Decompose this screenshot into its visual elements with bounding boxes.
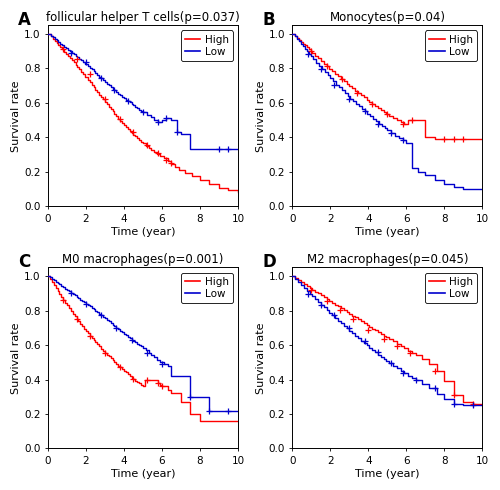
Title: M2 macrophages(p=0.045): M2 macrophages(p=0.045) bbox=[306, 253, 468, 267]
X-axis label: Time (year): Time (year) bbox=[355, 227, 420, 237]
Text: D: D bbox=[262, 253, 276, 271]
Legend: High, Low: High, Low bbox=[180, 273, 233, 303]
Y-axis label: Survival rate: Survival rate bbox=[256, 80, 266, 151]
Title: M0 macrophages(p=0.001): M0 macrophages(p=0.001) bbox=[62, 253, 224, 267]
Legend: High, Low: High, Low bbox=[180, 30, 233, 61]
Text: B: B bbox=[262, 11, 274, 29]
Title: follicular helper T cells(p=0.037): follicular helper T cells(p=0.037) bbox=[46, 11, 240, 24]
X-axis label: Time (year): Time (year) bbox=[110, 227, 175, 237]
Legend: High, Low: High, Low bbox=[425, 30, 477, 61]
Y-axis label: Survival rate: Survival rate bbox=[11, 80, 21, 151]
Y-axis label: Survival rate: Survival rate bbox=[11, 322, 21, 394]
Y-axis label: Survival rate: Survival rate bbox=[256, 322, 266, 394]
X-axis label: Time (year): Time (year) bbox=[355, 469, 420, 479]
X-axis label: Time (year): Time (year) bbox=[110, 469, 175, 479]
Legend: High, Low: High, Low bbox=[425, 273, 477, 303]
Title: Monocytes(p=0.04): Monocytes(p=0.04) bbox=[330, 11, 446, 24]
Text: A: A bbox=[18, 11, 30, 29]
Text: C: C bbox=[18, 253, 30, 271]
